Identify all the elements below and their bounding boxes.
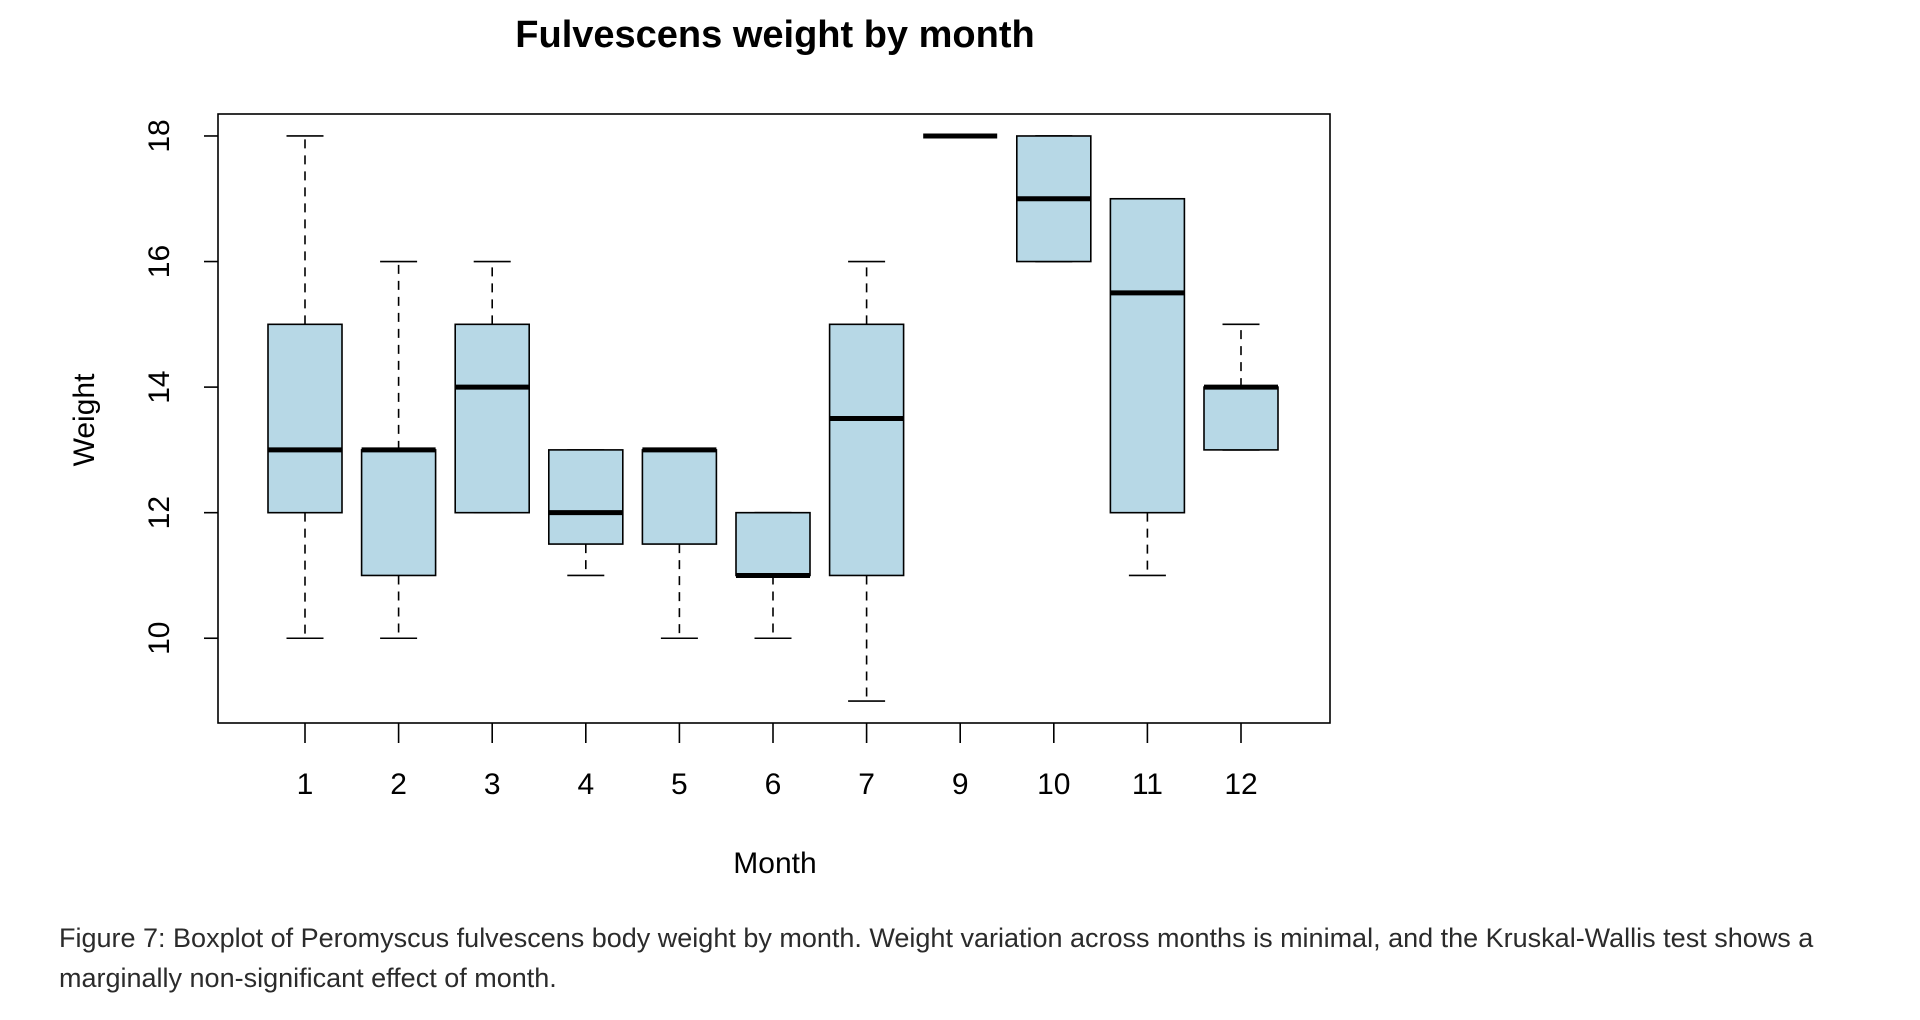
x-tick-label: 5: [671, 768, 688, 801]
box: [828, 323, 905, 577]
box: [1109, 197, 1186, 514]
x-tick-label: 10: [1037, 768, 1070, 801]
x-tick-label: 12: [1224, 768, 1257, 801]
plot-frame: [217, 113, 1331, 724]
x-tick-label: 6: [765, 768, 782, 801]
y-tick-label: 10: [143, 622, 176, 655]
x-tick-label: 1: [297, 768, 314, 801]
figure-caption: Figure 7: Boxplot of Peromyscus fulvesce…: [59, 923, 1814, 993]
y-tick-label: 16: [143, 245, 176, 278]
y-tick-label: 12: [143, 496, 176, 529]
y-axis-title: Weight: [68, 373, 101, 466]
box: [641, 449, 718, 545]
box: [454, 323, 531, 514]
box: [267, 323, 343, 514]
x-tick-label: 7: [858, 768, 875, 801]
box: [360, 449, 437, 577]
box: [547, 449, 624, 545]
box: [1203, 386, 1279, 451]
x-tick-label: 2: [390, 768, 407, 801]
y-tick-label: 18: [143, 119, 176, 152]
x-tick-label: 11: [1132, 768, 1163, 801]
x-tick-label: 4: [577, 768, 594, 801]
box: [735, 511, 811, 577]
x-tick-label: 9: [952, 768, 969, 801]
x-axis-title: Month: [733, 847, 816, 880]
chart-title: Fulvescens weight by month: [515, 14, 1034, 56]
x-tick-label: 3: [484, 768, 501, 801]
y-tick-label: 14: [143, 370, 176, 403]
